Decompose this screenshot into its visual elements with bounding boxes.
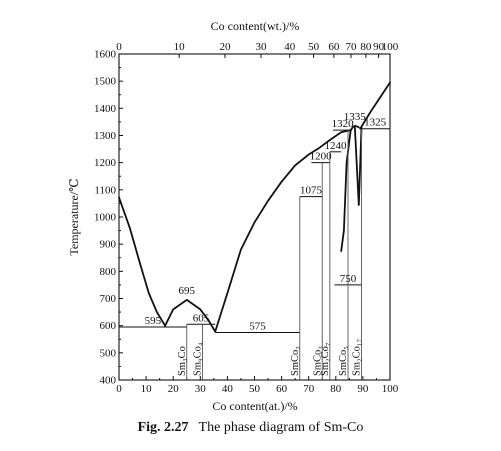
isotherm-label: 595 [145,315,162,327]
x2-tick-label: 60 [328,41,340,53]
phase-label: SmCo₃ [312,346,323,376]
phase-boundary-group [118,81,391,333]
isotherm-label: 605 [193,312,210,324]
x2-tick-label: 70 [345,41,357,53]
isotherm-label: 1320 [332,118,355,130]
liquidus-line [164,298,217,333]
figure-caption: Fig. 2.27 The phase diagram of Sm-Co [0,420,501,436]
y-tick-label: 1500 [94,76,117,88]
x2-tick-label: 30 [256,41,268,53]
liquidus-line [118,196,167,327]
y-tick-label: 400 [100,375,117,387]
y-tick-label: 1100 [94,184,116,196]
y-tick-label: 800 [100,266,117,278]
solidus-line [357,126,363,206]
isotherm-label: 1325 [364,117,387,129]
phase-label: Sm₂Co₁₇ [352,338,363,376]
liquidus-line [359,81,391,130]
phase-label: Sm₃Co [177,346,188,376]
y-tick-label: 1300 [94,130,117,142]
peak-label: 1335 [344,111,367,123]
x2-tick-label: 0 [116,41,122,53]
x-tick-label: 20 [168,383,180,395]
y-tick-label: 1000 [94,212,117,224]
isotherm-label: 1240 [325,140,348,152]
x-tick-label: 50 [249,383,261,395]
solidus-line [353,125,360,206]
caption-number: Fig. 2.27 [137,420,189,435]
caption-text: The phase diagram of Sm-Co [198,420,364,435]
x-tick-label: 90 [357,383,369,395]
isotherm-label: 750 [340,273,357,285]
y-tick-label: 700 [100,293,117,305]
x2-tick-label: 50 [308,41,320,53]
x-tick-label: 70 [303,383,315,395]
phase-label: SmCo₂ [290,346,301,376]
x-tick-label: 40 [222,383,234,395]
liquidus-line [214,129,352,333]
isotherm-label: 1200 [310,151,333,163]
x-axis-label: Co content(at.)/% [212,399,297,413]
y-tick-label: 1600 [94,49,117,61]
phase-label: SmCo₅ [338,346,349,376]
x-tick-label: 0 [116,383,122,395]
x-tick-label: 60 [276,383,288,395]
x2-tick-label: 80 [360,41,372,53]
phase-label: Sm₂Co₇ [320,342,331,376]
isotherm-label: 1075 [300,185,323,197]
y-tick-label: 1200 [94,157,117,169]
x-tick-label: 80 [330,383,342,395]
solidus-line [340,129,352,252]
x-tick-label: 10 [141,383,153,395]
x2-tick-label: 100 [382,41,399,53]
isotherm-label: 575 [249,320,266,332]
isotherm-group [119,128,390,380]
y-tick-label: 900 [100,239,117,251]
y-tick-label: 500 [100,347,117,359]
peak-label: 695 [179,285,196,297]
y-tick-label: 600 [100,320,117,332]
phase-diagram-chart: 4005006007008009001000110012001300140015… [67,19,399,413]
x-tick-label: 30 [195,383,207,395]
tick-group: 4005006007008009001000110012001300140015… [94,41,399,395]
x2-tick-label: 10 [174,41,186,53]
phase-label: Sm₉Co₄ [193,342,204,376]
x2-tick-label: 20 [219,41,231,53]
x2-tick-label: 40 [284,41,296,53]
y-tick-label: 1400 [94,103,117,115]
x2-axis-label: Co content(wt.)/% [211,19,300,33]
y-axis-label: Temperature/℃ [67,178,81,255]
x-tick-label: 100 [382,383,399,395]
x2-tick-label: 90 [373,41,385,53]
